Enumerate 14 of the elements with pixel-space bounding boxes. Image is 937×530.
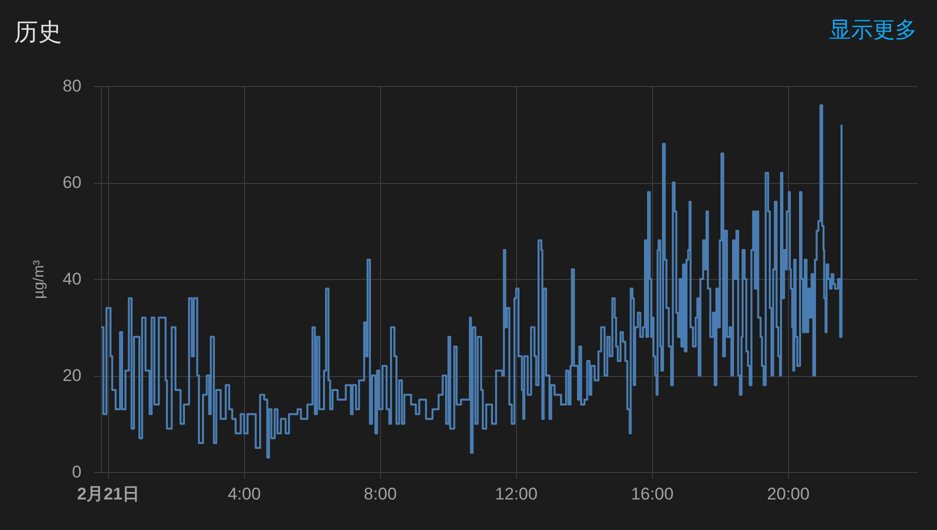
x-tick-label: 8:00 [364,484,397,504]
y-tick-label: 0 [72,462,82,482]
text: 显示更多 [829,17,917,42]
y-axis-title: µg/m³ [30,260,48,299]
y-tick-label: 60 [62,173,82,192]
y-tick-label: 20 [62,366,82,385]
chart-title: 历史 [14,19,62,46]
x-tick-label: 20:00 [767,484,810,504]
x-tick-label: 4:00 [228,484,261,504]
x-tick-label: 16:00 [631,484,674,504]
x-tick-label: 2月21日 [77,484,140,504]
y-tick-label: 80 [62,76,82,96]
y-tick-label: 40 [62,270,82,288]
x-tick-label: 12:00 [495,484,538,504]
